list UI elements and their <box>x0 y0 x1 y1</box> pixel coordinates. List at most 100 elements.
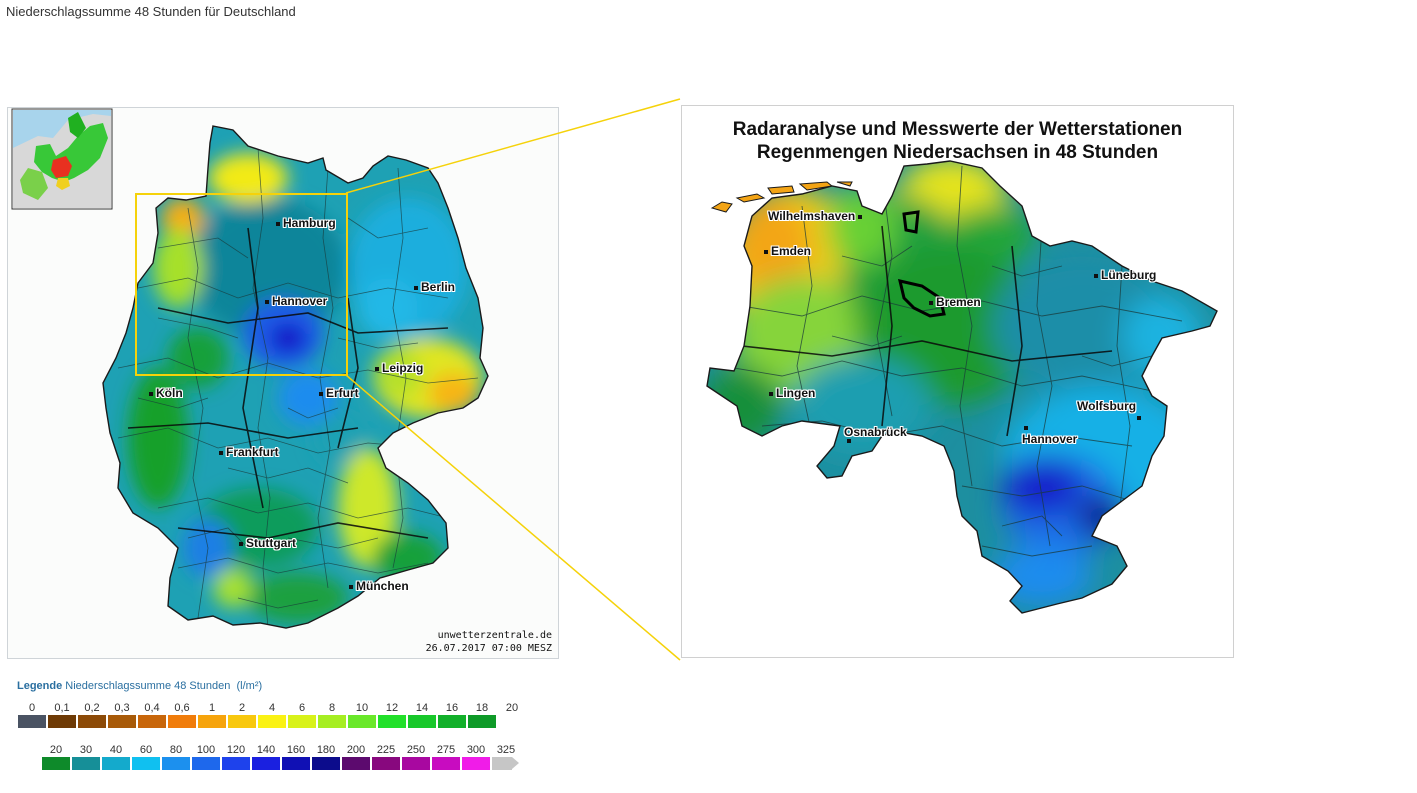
legend-value: 180 <box>316 744 336 756</box>
legend-swatch <box>288 715 316 728</box>
legend-value: 6 <box>298 702 306 714</box>
legend-step: 160 <box>281 743 311 770</box>
legend-heading: Legende Niederschlagssumme 48 Stunden (l… <box>17 680 262 692</box>
niedersachsen-map-graphic <box>706 160 1218 614</box>
legend-swatch <box>228 715 256 728</box>
legend-step: 16 <box>437 701 467 728</box>
legend-value: 325 <box>496 744 516 756</box>
legend-value: 60 <box>139 744 153 756</box>
city-label-stuttgart: Stuttgart <box>239 536 296 550</box>
city-label-muenchen: München <box>349 579 409 593</box>
legend-swatch <box>192 757 220 770</box>
legend-swatch <box>252 757 280 770</box>
legend-step: 20 <box>497 701 527 728</box>
legend-step: 225 <box>371 743 401 770</box>
legend-swatch <box>222 757 250 770</box>
legend-step: 2 <box>227 701 257 728</box>
legend-step: 4 <box>257 701 287 728</box>
city-label-leipzig: Leipzig <box>375 361 423 375</box>
legend-value: 0 <box>28 702 36 714</box>
legend-swatch <box>348 715 376 728</box>
city-label-berlin: Berlin <box>414 280 455 294</box>
legend-value: 16 <box>445 702 459 714</box>
legend-value: 10 <box>355 702 369 714</box>
legend-step: 300 <box>461 743 491 770</box>
page-title: Niederschlagssumme 48 Stunden für Deutsc… <box>6 4 296 19</box>
legend-value: 80 <box>169 744 183 756</box>
legend-swatch <box>438 715 466 728</box>
legend-swatch <box>72 757 100 770</box>
legend-value: 40 <box>109 744 123 756</box>
wolfsburg-marker <box>1137 416 1141 420</box>
germany-map-graphic <box>11 108 489 629</box>
zoom-region-highlight <box>135 193 348 376</box>
legend-swatch <box>492 757 512 770</box>
legend-value: 18 <box>475 702 489 714</box>
legend-step: 140 <box>251 743 281 770</box>
legend-step: 0,4 <box>137 701 167 728</box>
legend-swatch <box>378 715 406 728</box>
bremerhaven-outline <box>902 210 920 234</box>
legend-value: 0,4 <box>144 702 160 714</box>
bremen-outline <box>897 279 946 318</box>
legend-swatch <box>318 715 346 728</box>
legend-swatch <box>42 757 70 770</box>
germany-precipitation-field <box>103 126 488 628</box>
legend-swatch <box>162 757 190 770</box>
city-marker <box>414 285 418 290</box>
legend-step: 20 <box>41 743 71 770</box>
legend-value: 4 <box>268 702 276 714</box>
legend-swatch <box>102 757 130 770</box>
city-marker <box>858 214 863 219</box>
legend-scale-low: 0 0,1 0,2 0,3 0,4 0,6 1 2 4 6 8 10 12 14 16 18 20 <box>17 701 527 728</box>
legend-step: 60 <box>131 743 161 770</box>
legend-swatch <box>312 757 340 770</box>
legend-step: 275 <box>431 743 461 770</box>
legend-swatch <box>168 715 196 728</box>
legend-swatch <box>462 757 490 770</box>
legend-swatch <box>468 715 496 728</box>
legend-step: 8 <box>317 701 347 728</box>
legend-label: Legende <box>17 680 63 692</box>
legend-step: 0,6 <box>167 701 197 728</box>
legend-step: 180 <box>311 743 341 770</box>
legend-swatch <box>432 757 460 770</box>
city-label-wolfsburg: Wolfsburg <box>1077 399 1137 413</box>
city-marker <box>149 391 153 396</box>
legend-swatch <box>198 715 226 728</box>
city-label-wilhelmshaven: Wilhelmshaven <box>768 209 865 223</box>
legend-swatch <box>78 715 106 728</box>
legend-swatch <box>282 757 310 770</box>
legend-value: 20 <box>49 744 63 756</box>
legend-unit: (l/m²) <box>236 680 263 692</box>
credit-site: unwetterzentrale.de <box>437 630 552 641</box>
city-label-emden: Emden <box>764 244 811 258</box>
legend-swatch <box>342 757 370 770</box>
legend-step: 0,3 <box>107 701 137 728</box>
osnabrueck-marker <box>847 439 851 443</box>
legend-value: 140 <box>256 744 276 756</box>
city-marker <box>319 391 323 396</box>
city-label-lingen: Lingen <box>769 386 815 400</box>
legend-scale-high: 20 30 40 60 80 100 120 140 160 180 200 225 250 275 300… <box>41 743 521 770</box>
city-label-frankfurt: Frankfurt <box>219 445 279 459</box>
legend-swatch <box>258 715 286 728</box>
legend-value: 8 <box>328 702 336 714</box>
legend-swatch <box>48 715 76 728</box>
legend-step: 12 <box>377 701 407 728</box>
legend-value: 160 <box>286 744 306 756</box>
city-marker <box>239 541 243 546</box>
legend-swatch <box>372 757 400 770</box>
city-label-hannover: Hannover <box>265 294 327 308</box>
legend-swatch <box>402 757 430 770</box>
legend-value: 30 <box>79 744 93 756</box>
legend-step: 0 <box>17 701 47 728</box>
legend-step: 30 <box>71 743 101 770</box>
zoom-map-title-line2: Regenmengen Niedersachsen in 48 Stunden <box>756 142 1159 163</box>
city-marker <box>219 450 223 455</box>
legend-value: 225 <box>376 744 396 756</box>
legend-value: 120 <box>226 744 246 756</box>
legend-step: 0,1 <box>47 701 77 728</box>
legend-swatch <box>108 715 136 728</box>
hannover-marker <box>1024 426 1028 430</box>
